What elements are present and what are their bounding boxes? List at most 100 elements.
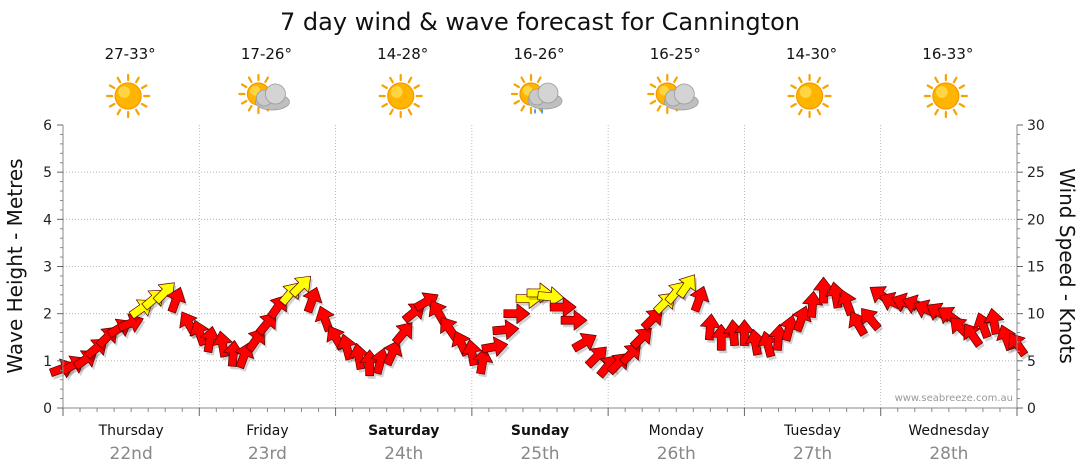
wind-arrow [571,332,597,353]
y-left-tick-label: 3 [43,260,52,276]
sun-highlight [390,86,403,98]
sun-ray [926,102,934,108]
cloud-puff [673,83,695,105]
sun-ray [649,83,657,89]
sun-ray [656,105,662,112]
wind-arrows [49,274,1030,382]
temperature-range-label: 16-26° [513,45,564,63]
sun-ray [816,76,822,84]
y-right-tick-label: 5 [1027,354,1036,370]
sun-ray [649,99,657,105]
sun-ray [240,99,248,105]
day-weekday-label: Saturday [368,423,439,439]
sun-ray [140,84,148,90]
wind-arrow [166,286,186,314]
wind-arrow [689,286,710,313]
day-date-label: 22nd [110,444,153,464]
sun-ray [116,76,122,84]
day-weekday-label: Sunday [511,423,569,439]
wind-arrow [584,346,607,369]
sun-highlight [799,86,812,98]
day-date-label: 23rd [248,444,287,464]
sunny-icon [378,73,423,119]
sun-ray [673,76,678,83]
sun-ray [108,84,116,90]
wind-arrow [481,336,509,357]
sun-ray [135,108,140,116]
sunny-icon [106,73,151,119]
temperature-range-label: 16-33° [922,45,973,63]
wind-arrow [383,340,403,367]
wind-arrow [640,308,663,331]
day-weekday-label: Thursday [98,423,164,439]
sun-ray [934,108,939,116]
day-date-label: 28th [929,444,968,464]
sun-ray [822,102,829,108]
sun-ray [247,76,253,83]
sun-ray [934,76,939,84]
y-left-ticks: 0 1 2 3 4 5 6 [43,118,63,417]
temperature-range-label: 27-33° [105,45,156,63]
wind-arrow-strong [676,274,696,299]
partly-cloudy-icon [647,73,699,115]
wind-arrow [391,322,413,346]
sun-ray [240,83,248,89]
day-date-label: 24th [384,444,423,464]
wind-arrow [302,286,323,314]
weather-row: 27-33° 17-26° 14-28° 16-26° 16-25° 14-30° 16-3… [105,45,973,119]
wind-arrow [791,305,812,333]
wind-arrow [560,309,588,331]
wind-arrow [245,328,266,353]
sun-ray [816,108,822,116]
sun-highlight [936,86,948,98]
day-weekday-label: Friday [246,423,288,439]
y-left-tick-label: 1 [43,354,52,370]
sun-ray [952,108,958,116]
partly-cloudy-icon [238,73,290,115]
sun-ray [247,105,253,112]
cloud-puff [265,83,286,105]
credit-label[interactable]: www.seabreeze.com.au [895,393,1013,404]
sun-ray [135,76,140,84]
day-weekday-label: Wednesday [908,423,989,439]
sun-ray [413,84,421,90]
chart-title: 7 day wind & wave forecast for Canningto… [280,8,800,36]
temperature-range-label: 14-28° [377,45,428,63]
wind-arrow [963,323,984,348]
sunny-icon [923,73,968,119]
y-left-tick-label: 4 [43,212,52,228]
sun-ray [116,108,122,116]
wind-arrow [492,319,520,341]
sun-ray [513,83,520,89]
day-labels: Thursday 22nd Friday 23rd Saturday 24th Sunday… [62,408,1018,464]
y-right-tick-label: 30 [1027,118,1045,134]
temperature-range-label: 14-30° [786,45,837,63]
y-left-tick-label: 6 [43,118,52,134]
raindrop [534,108,536,114]
wind-arrow [629,327,652,350]
wind-arrow [255,312,277,336]
showers-icon [510,73,563,115]
wind-arrow [503,303,531,325]
sun-ray [958,102,966,108]
sun-ray [407,108,413,116]
day-weekday-label: Tuesday [783,423,841,439]
sun-ray [790,102,797,108]
y-right-ticks: 0 5 10 15 20 25 30 [1017,118,1045,417]
sun-ray [656,76,662,83]
sun-ray [797,76,803,84]
y-left-tick-label: 2 [43,307,52,323]
day-weekday-label: Monday [649,423,704,439]
wind-arrow-strong [289,275,312,298]
sun-ray [381,84,388,90]
sun-ray [140,102,148,108]
y-left-tick-label: 0 [43,401,52,417]
sun-ray [958,84,966,90]
sun-ray [413,102,421,108]
sun-ray [822,84,829,90]
sun-ray [389,108,394,116]
sun-ray [389,76,394,84]
sun-ray [520,105,526,112]
grid-lines [63,125,1017,408]
